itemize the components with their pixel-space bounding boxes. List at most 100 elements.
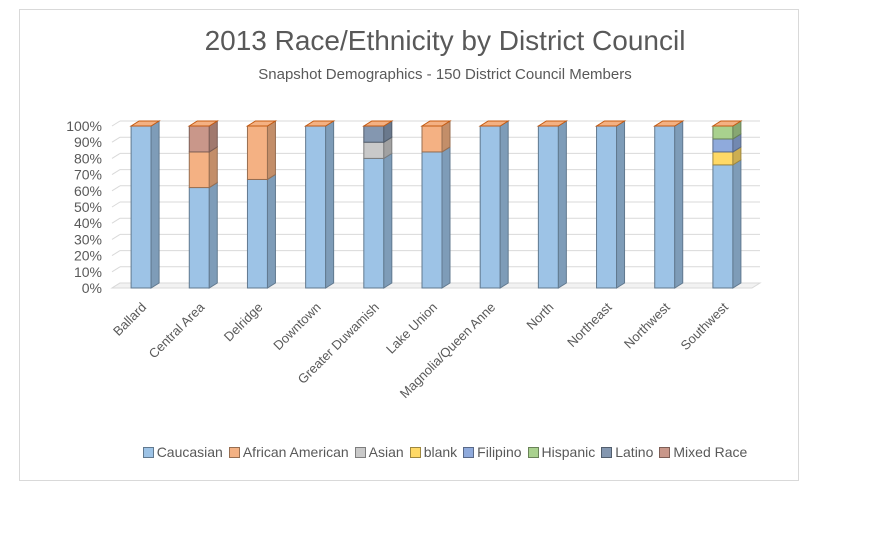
legend-label: Latino (615, 444, 654, 460)
x-tick-label: Delridge (221, 300, 266, 345)
y-tick-label: 70% (74, 167, 102, 183)
x-tick-label: Northeast (564, 299, 615, 350)
x-tick-label: Ballard (110, 300, 149, 339)
y-tick-label: 80% (74, 150, 102, 166)
legend-item: blank (409, 444, 458, 460)
x-tick-label: Central Area (146, 299, 208, 361)
legend-swatch (409, 446, 421, 458)
bar-top (652, 120, 685, 127)
bar-segment (479, 125, 501, 289)
gridline-depth (111, 185, 121, 192)
legend-label: African American (242, 444, 349, 460)
gridline-depth (111, 233, 121, 240)
legend-swatch (354, 446, 366, 458)
legend-label: blank (423, 444, 458, 460)
chart-title: 2013 Race/Ethnicity by District Council (204, 25, 686, 56)
bar-top (187, 120, 220, 127)
x-tick-label: Lake Union (383, 300, 440, 357)
bar-segment (537, 125, 559, 289)
bar-segment (305, 125, 327, 289)
legend-item: Latino (601, 444, 653, 460)
legend-item: Caucasian (142, 444, 223, 460)
bar-segment-side (325, 120, 335, 289)
bar-top (536, 120, 569, 127)
legend-item: Mixed Race (659, 444, 747, 460)
bar-segment-side (616, 120, 626, 289)
bar-segment-side (557, 120, 567, 289)
bar-segment-side (208, 146, 218, 189)
y-tick-label: 30% (74, 231, 102, 247)
gridline-depth (111, 136, 121, 143)
stacked-bar-chart: 0%10%20%30%40%50%60%70%80%90%100% Ballard… (66, 118, 762, 402)
legend-label: Asian (368, 444, 404, 460)
bar-top (478, 120, 510, 127)
bar-segment (363, 157, 385, 289)
legend-swatch (659, 446, 671, 458)
bar-segment (654, 125, 676, 289)
chart-subtitle: Snapshot Demographics - 150 District Cou… (258, 66, 632, 83)
bar-top (420, 120, 452, 127)
bar-segment (363, 125, 385, 143)
bar-segment-side (208, 181, 218, 289)
bar-segment-side (674, 120, 684, 289)
bar-top (711, 120, 743, 127)
legend-item: Hispanic (527, 444, 596, 460)
bar-segment-side (150, 120, 160, 289)
x-tick-label: Downtown (270, 300, 324, 354)
bar-segment (712, 151, 734, 166)
x-tick-label: Northwest (621, 299, 673, 351)
gridline-depth (111, 266, 121, 273)
legend-item: African American (228, 444, 349, 460)
legend-swatch (228, 446, 240, 458)
legend-label: Caucasian (156, 444, 223, 460)
bar-segment-side (383, 152, 393, 289)
bar-segment-side (266, 173, 276, 289)
legend-label: Hispanic (541, 444, 596, 460)
gridline-depth (111, 120, 121, 127)
bar-top (594, 120, 627, 127)
bar-segment (421, 125, 443, 153)
y-tick-label: 0% (82, 280, 102, 296)
bar-segment-side (266, 120, 276, 181)
bar-segment (246, 178, 268, 289)
y-tick-label: 50% (74, 199, 102, 215)
bar-segment (188, 187, 210, 289)
bar-segment-side (441, 146, 451, 289)
gridline-depth (111, 217, 121, 224)
bar-segment (246, 125, 268, 180)
legend-swatch (527, 446, 539, 458)
y-tick-label: 90% (74, 134, 102, 150)
bar-segment (363, 141, 385, 159)
legend-swatch (463, 446, 475, 458)
y-tick-label: 10% (74, 264, 102, 280)
bar-segment-side (732, 158, 742, 289)
legend-item: Filipino (463, 444, 522, 460)
gridline-depth (111, 201, 121, 208)
gridline-depth (111, 169, 121, 176)
bar-segment (712, 125, 734, 140)
legend-item: Asian (354, 444, 404, 460)
legend-label: Filipino (477, 444, 522, 460)
y-tick-label: 100% (66, 118, 102, 134)
bar-segment (712, 164, 734, 289)
bar-top (303, 120, 336, 127)
bar-top (129, 120, 161, 127)
gridline-depth (111, 152, 121, 159)
y-tick-label: 20% (74, 248, 102, 264)
bar-top (362, 120, 394, 127)
bar-segment-side (499, 120, 509, 289)
gridline-depth (111, 250, 121, 257)
legend-label: Mixed Race (673, 444, 748, 460)
bar-segment (188, 125, 210, 153)
x-tick-label: Magnolia/Queen Anne (397, 300, 499, 402)
legend-swatch (601, 446, 613, 458)
x-tick-label: Southwest (678, 299, 732, 353)
bar-segment (421, 151, 443, 289)
bar-segment (188, 151, 210, 189)
x-tick-label: North (523, 300, 556, 333)
legend-swatch (142, 446, 154, 458)
bar-segment (712, 138, 734, 153)
bar-segment (130, 125, 152, 289)
chart-legend: Caucasian African American Asian blank Filip… (0, 444, 890, 460)
bar-top (245, 120, 278, 127)
